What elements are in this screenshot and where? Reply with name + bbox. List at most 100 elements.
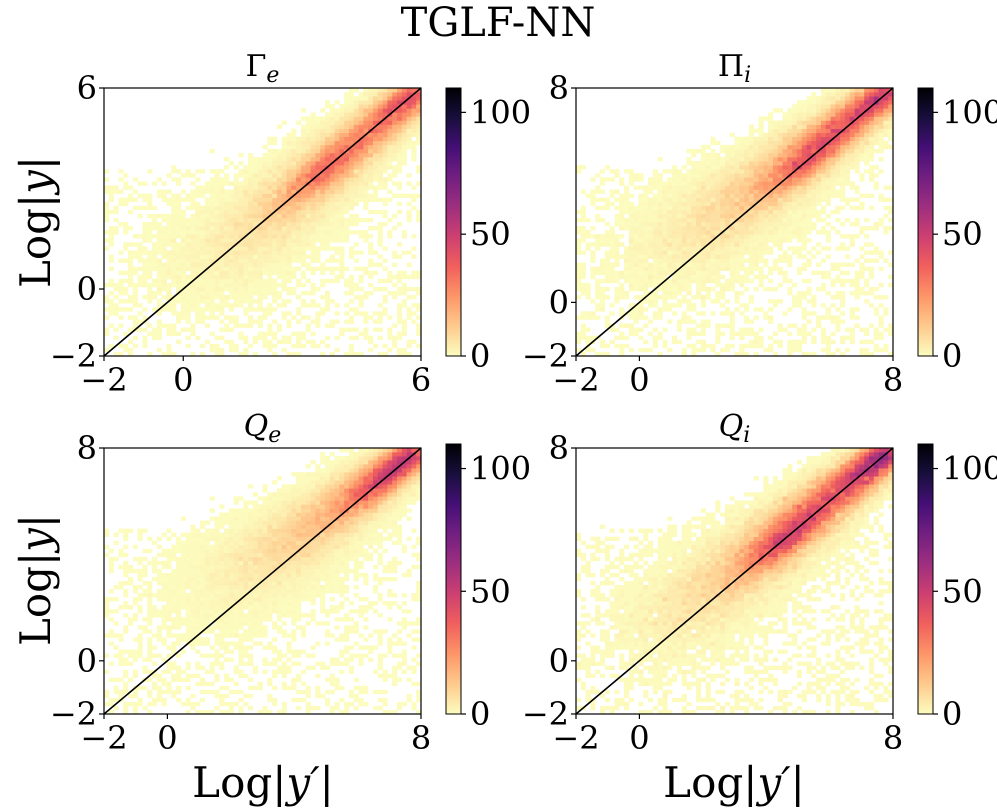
heatmap-cell [595, 282, 601, 288]
heatmap-cell [854, 165, 860, 170]
heatmap-cell [272, 226, 278, 231]
heatmap-cell [209, 299, 215, 304]
heatmap-cell [796, 327, 803, 332]
heatmap-cell [257, 291, 263, 296]
heatmap-cell [792, 132, 798, 138]
heatmap-cell [748, 124, 755, 129]
heatmap-cell [849, 315, 855, 320]
heatmap-cell [772, 258, 779, 263]
heatmap-cell [310, 124, 316, 129]
heatmap-cell [840, 108, 846, 113]
heatmap-cell [796, 169, 803, 174]
heatmap-cell [686, 217, 692, 223]
heatmap-cell [286, 205, 292, 211]
heatmap-cell [334, 189, 340, 194]
heatmap-cell [787, 343, 793, 349]
heatmap-cell [300, 299, 307, 304]
heatmap-cell [416, 315, 422, 320]
heatmap-cell [696, 262, 702, 267]
heatmap-cell [787, 347, 793, 353]
heatmap-cell [806, 226, 812, 231]
heatmap-cell [604, 222, 610, 227]
heatmap-cell [401, 124, 407, 129]
heatmap-cell [724, 266, 730, 272]
heatmap-cell [291, 197, 297, 202]
heatmap-cell [200, 254, 206, 259]
heatmap-cell [161, 234, 167, 239]
heatmap-cell [324, 335, 331, 341]
heatmap-cell [209, 331, 215, 336]
heatmap-cell [864, 157, 870, 162]
heatmap-cell [835, 152, 841, 158]
heatmap-cell [744, 278, 750, 284]
heatmap-cell [104, 307, 110, 312]
heatmap-cell [339, 132, 345, 138]
heatmap-cell [195, 230, 201, 235]
heatmap-cell [363, 327, 369, 332]
heatmap-cell [758, 140, 764, 146]
heatmap-cell [585, 246, 591, 251]
heatmap-cell [806, 132, 812, 138]
heatmap-cell [406, 104, 412, 109]
heatmap-cell [166, 250, 172, 255]
heatmap-cell [700, 262, 706, 267]
heatmap-cell [300, 197, 307, 202]
heatmap-cell [758, 258, 764, 263]
heatmap-cell [883, 185, 889, 190]
heatmap-cell [864, 339, 870, 345]
heatmap-cell [830, 144, 836, 150]
heatmap-cell [806, 181, 812, 186]
heatmap-cell [830, 295, 836, 300]
heatmap-cell [840, 157, 846, 162]
heatmap-cell [835, 124, 841, 129]
heatmap-cell [348, 177, 355, 182]
heatmap-cell [411, 96, 417, 101]
heatmap-cell [324, 222, 331, 227]
heatmap-cell [348, 100, 355, 105]
heatmap-cell [854, 315, 860, 320]
heatmap-cell [320, 148, 326, 154]
heatmap-cell [753, 140, 759, 146]
heatmap-cell [667, 201, 673, 207]
heatmap-cell [310, 197, 316, 202]
heatmap-cell [739, 169, 745, 174]
heatmap-cell [372, 177, 379, 182]
heatmap-cell [358, 266, 364, 272]
heatmap-cell [777, 197, 783, 202]
heatmap-cell [825, 181, 831, 186]
heatmap-cell [392, 132, 398, 138]
heatmap-cell [262, 165, 268, 170]
heatmap-cell [406, 339, 412, 345]
heatmap-cell [276, 339, 283, 345]
heatmap-cell [662, 197, 668, 202]
heatmap-cell [609, 201, 615, 207]
heatmap-cell [382, 112, 388, 117]
heatmap-cell [854, 234, 860, 239]
heatmap-cell [171, 246, 177, 251]
heatmap-cell [796, 343, 803, 349]
heatmap-cell [806, 201, 812, 207]
heatmap-cell [686, 282, 692, 288]
heatmap-cell [576, 246, 582, 251]
heatmap-cell [324, 112, 331, 117]
heatmap-cell [633, 319, 639, 324]
heatmap-cell [576, 226, 582, 231]
heatmap-cell [358, 177, 364, 182]
heatmap-cell [291, 315, 297, 320]
heatmap-cell [724, 209, 730, 215]
heatmap-cell [715, 250, 721, 255]
heatmap-cell [286, 274, 292, 280]
heatmap-cell [830, 181, 836, 186]
heatmap-cell [123, 173, 129, 178]
heatmap-cell [787, 205, 793, 211]
heatmap-cell [411, 319, 417, 324]
heatmap-cell [392, 213, 398, 219]
heatmap-cell [844, 327, 851, 332]
heatmap-cell [700, 165, 706, 170]
heatmap-cell [190, 189, 196, 194]
heatmap-cell [300, 213, 307, 219]
heatmap-cell [152, 282, 158, 288]
heatmap-cell [276, 148, 283, 154]
heatmap-cell [396, 157, 403, 162]
heatmap-cell [864, 96, 870, 101]
